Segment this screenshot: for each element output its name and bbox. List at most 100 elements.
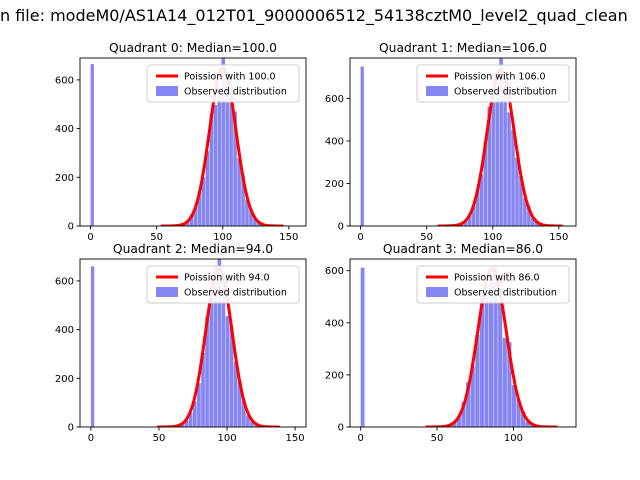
histogram-bin [193, 401, 197, 427]
histogram-bin [205, 317, 209, 427]
histogram-bin [507, 112, 511, 226]
histogram-bin [201, 177, 206, 226]
histogram-bin [209, 274, 214, 427]
legend-label-curve: Poission with 100.0 [184, 72, 276, 83]
histogram-bin [521, 411, 526, 427]
histogram-bars [360, 267, 544, 427]
histogram-bin [229, 327, 234, 427]
x-tick-label: 0 [358, 433, 364, 444]
histogram-bin [467, 214, 472, 226]
histogram-bin [525, 421, 530, 427]
legend-label-observed: Observed distribution [184, 288, 287, 299]
y-tick-label: 0 [338, 222, 344, 233]
subplot-title: Quadrant 3: Median=86.0 [383, 242, 543, 256]
histogram-bin [479, 174, 484, 226]
histogram-bin [221, 290, 226, 427]
histogram-bars [360, 58, 551, 226]
histogram-bin [483, 141, 488, 226]
histogram-bin [523, 198, 527, 226]
histogram-bin [461, 402, 466, 427]
legend-label-curve: Poission with 106.0 [454, 72, 546, 83]
histogram-bin [470, 366, 475, 427]
legend: Poission with 106.0 Observed distribution [416, 64, 570, 103]
legend-patch-sample [156, 86, 178, 96]
histogram-bin [507, 342, 512, 427]
histogram-bin [189, 215, 194, 226]
x-tick-label: 50 [431, 433, 444, 444]
legend-label-observed: Observed distribution [454, 87, 557, 98]
y-tick-label: 200 [325, 179, 344, 190]
histogram-bin [217, 95, 222, 226]
axes-frame [349, 258, 577, 428]
legend-box [146, 265, 300, 304]
histogram-bin [531, 218, 535, 226]
histogram-bin [250, 420, 254, 427]
histogram-bin [184, 419, 189, 427]
histogram-bin [233, 361, 238, 427]
subplot-title: Quadrant 1: Median=106.0 [379, 41, 547, 55]
legend-label-curve: Poission with 94.0 [184, 273, 270, 284]
histogram-bin [493, 268, 498, 427]
subplot-quadrant-3: 0 50 100 0 200 400 600 Quadrant 3: Median=86.0 P… [325, 242, 577, 444]
histogram-bin [201, 352, 205, 427]
legend: Poission with 100.0 Observed distribution [146, 64, 300, 103]
zero-spike-bin [360, 66, 364, 226]
y-tick-label: 400 [55, 124, 74, 135]
histogram-bin [213, 265, 218, 427]
histogram-bin [499, 58, 503, 226]
histogram-bin [205, 151, 210, 226]
histogram-bin [225, 316, 230, 427]
histogram-bin [516, 399, 521, 427]
legend-patch-sample [426, 287, 448, 297]
legend-label-curve: Poission with 86.0 [454, 273, 540, 284]
y-tick-label: 600 [325, 266, 344, 277]
histogram-bin [527, 206, 531, 226]
y-tick-label: 0 [68, 423, 74, 434]
y-tick-label: 400 [55, 325, 74, 336]
x-tick-label: 50 [153, 433, 166, 444]
legend-label-observed: Observed distribution [454, 288, 557, 299]
subplot-quadrant-0: 0 50 100 150 0 200 400 600 Quadrant 0: Median=10… [55, 41, 307, 243]
histogram-bin [515, 157, 519, 226]
x-tick-label: 100 [483, 232, 502, 243]
subplot-title: Quadrant 0: Median=100.0 [109, 41, 277, 55]
y-tick-label: 600 [55, 276, 74, 287]
zero-spike-bin [90, 266, 95, 427]
histogram-bin [456, 416, 462, 427]
y-tick-label: 400 [325, 318, 344, 329]
subplot-title: Quadrant 2: Median=94.0 [113, 242, 273, 256]
histogram-bin [241, 175, 245, 226]
y-tick-label: 600 [55, 75, 74, 86]
histogram-bin [213, 104, 218, 226]
histogram-bin [466, 382, 471, 427]
subplot-quadrant-1: 0 50 100 150 0 200 400 600 Quadrant 1: Median=10… [325, 41, 577, 243]
histogram-bin [463, 220, 468, 226]
x-tick-label: 100 [213, 232, 232, 243]
histogram-bin [245, 199, 249, 226]
histogram-bin [491, 102, 495, 226]
x-tick-label: 150 [286, 433, 305, 444]
histogram-bin [498, 301, 503, 427]
histogram-bin [237, 381, 242, 427]
histogram-bin [471, 205, 476, 226]
histogram-bin [246, 415, 250, 427]
axes-frame [79, 258, 307, 428]
histogram-bin [487, 106, 492, 226]
histogram-bin [209, 113, 214, 226]
histogram-bin [535, 221, 539, 226]
y-tick-label: 600 [325, 94, 344, 105]
histogram-bin [197, 191, 202, 226]
histogram-bin [479, 290, 484, 427]
histogram-bin [475, 190, 480, 226]
x-tick-label: 150 [279, 232, 298, 243]
figure-title: n file: modeM0/AS1A14_012T01_9000006512_… [0, 6, 628, 25]
histogram-bin [180, 423, 185, 427]
x-tick-label: 0 [357, 232, 363, 243]
legend-patch-sample [156, 287, 178, 297]
histogram-bin [488, 277, 494, 427]
histogram-bars [90, 58, 273, 226]
axes-frame [79, 57, 307, 227]
x-tick-label: 0 [87, 232, 93, 243]
